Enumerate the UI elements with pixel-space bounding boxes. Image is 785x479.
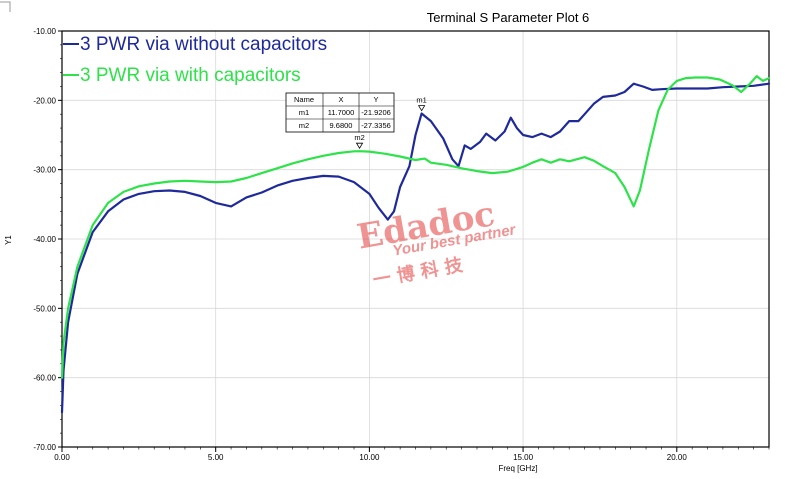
series-line-with-capacitors: [60, 75, 771, 379]
marker-triangle: [417, 105, 426, 112]
y-tick-label: -60.00: [33, 374, 56, 383]
marker-triangle: [355, 142, 364, 149]
x-axis-label: Freq [GHz]: [498, 464, 537, 473]
table-header-x: X: [338, 95, 343, 104]
y-axis-label: Y1: [4, 235, 13, 245]
table-cell-m1-y: -21.9206: [361, 108, 391, 117]
x-tick-label: 10.00: [359, 453, 380, 462]
table-header-name: Name: [294, 95, 314, 104]
table-cell-m2-y: -27.3356: [361, 121, 391, 130]
legend-label-without: 3 PWR via without capacitors: [80, 34, 327, 55]
legend-label-with: 3 PWR via with capacitors: [80, 65, 301, 86]
y-axis-ticks: -10.00 -20.00 -30.00 -40.00 -50.00 -60.00 -70.…: [33, 27, 62, 452]
table-cell-m1-name: m1: [299, 108, 309, 117]
legend: 3 PWR via without capacitors 3 PWR via w…: [63, 34, 327, 86]
table-cell-m1-x: 11.7000: [328, 108, 355, 117]
marker-label: m1: [416, 96, 426, 105]
x-tick-label: 0.00: [54, 453, 70, 462]
x-tick-label: 5.00: [208, 453, 224, 462]
marker-layer: m1 m2: [354, 96, 427, 149]
series-line-without-capacitors: [60, 82, 771, 414]
x-tick-label: 15.00: [513, 453, 534, 462]
y-tick-label: -40.00: [33, 235, 56, 244]
corner-mark: [0, 1, 11, 12]
marker-table: Name X Y m1 11.7000 -21.9206 m2 9.6800 -…: [285, 92, 395, 133]
x-axis-ticks: 0.00 5.00 10.00 15.00 20.00: [54, 447, 770, 462]
y-tick-label: -30.00: [33, 166, 56, 175]
x-tick-label: 20.00: [667, 453, 688, 462]
table-header-y: Y: [373, 95, 378, 104]
series-layer: [60, 75, 771, 414]
y-tick-label: -50.00: [33, 304, 56, 313]
marker-label: m2: [354, 133, 364, 142]
table-cell-m2-name: m2: [299, 121, 309, 130]
y-tick-label: -20.00: [33, 96, 56, 105]
y-tick-label: -10.00: [33, 27, 56, 36]
y-tick-label: -70.00: [33, 443, 56, 452]
chart-title: Terminal S Parameter Plot 6: [427, 10, 590, 25]
table-cell-m2-x: 9.6800: [330, 121, 353, 130]
